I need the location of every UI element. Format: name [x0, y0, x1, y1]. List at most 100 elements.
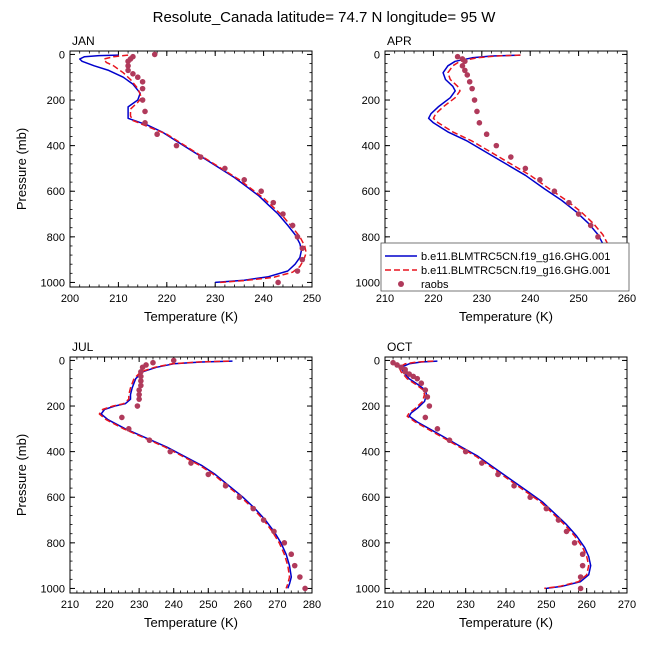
series-model-solid-line	[400, 360, 592, 590]
series-raobs	[390, 359, 586, 592]
x-tick-label: 240	[254, 293, 272, 305]
raobs-point	[508, 154, 514, 160]
raobs-point	[139, 85, 146, 92]
y-tick-label: 600	[362, 492, 380, 504]
raobs-point	[422, 414, 429, 421]
y-tick-label: 0	[374, 355, 380, 367]
raobs-point	[222, 483, 229, 489]
raobs-point	[418, 380, 425, 387]
x-tick-label: 230	[206, 293, 224, 305]
raobs-point	[170, 357, 177, 364]
plot-frame	[384, 356, 628, 594]
raobs-point	[464, 72, 471, 78]
raobs-point	[197, 154, 204, 160]
panel-title: JUL	[72, 340, 94, 354]
raobs-point	[454, 53, 461, 60]
legend-label: b.e11.BLMTRC5CN.f19_g16.GHG.001	[421, 251, 610, 263]
raobs-point	[587, 222, 594, 229]
x-tick-label: 230	[130, 599, 148, 611]
y-tick-label: 0	[59, 355, 65, 367]
figure-title: Resolute_Canada latitude= 74.7 N longitu…	[153, 9, 497, 26]
series-raobs	[119, 357, 308, 592]
raobs-point	[483, 131, 490, 138]
x-tick-label: 220	[95, 599, 113, 611]
panel-title: OCT	[387, 340, 413, 354]
x-tick-label: 270	[268, 599, 286, 611]
y-tick-label: 200	[362, 401, 380, 413]
raobs-point	[299, 256, 306, 263]
raobs-point	[241, 177, 248, 183]
raobs-point	[173, 142, 180, 149]
x-tick-label: 210	[61, 599, 79, 611]
plot-frame	[69, 50, 313, 288]
x-tick-label: 240	[165, 599, 183, 611]
y-tick-label: 200	[47, 401, 65, 413]
panel-jul: JUL 210 220 230 240 250 260 270 280 0 200 400 600 800…	[14, 340, 321, 630]
y-tick-label: 1000	[41, 583, 65, 595]
raobs-point	[566, 199, 572, 206]
raobs-point	[136, 396, 142, 402]
raobs-point	[527, 494, 533, 501]
raobs-point	[139, 78, 146, 85]
raobs-point	[577, 585, 584, 592]
x-axis-label: Temperature (K)	[144, 309, 238, 324]
raobs-point	[579, 551, 586, 558]
raobs-point	[297, 574, 303, 580]
raobs-point	[271, 528, 277, 535]
y-tick-label: 0	[374, 49, 380, 61]
raobs-point	[288, 551, 295, 558]
raobs-point	[138, 373, 144, 380]
series-model-dashed-line	[103, 54, 307, 284]
panel-title: APR	[387, 34, 412, 48]
y-tick-label: 800	[47, 538, 65, 550]
y-tick-label: 800	[362, 232, 380, 244]
y-axis-label: Pressure (mb)	[14, 434, 29, 516]
raobs-point	[270, 199, 277, 206]
legend: b.e11.BLMTRC5CN.f19_g16.GHG.001 b.e11.BLM…	[380, 242, 630, 292]
raobs-point	[151, 51, 158, 58]
legend-label: raobs	[421, 279, 449, 291]
raobs-point	[575, 211, 582, 217]
raobs-point	[280, 211, 286, 217]
x-tick-label: 230	[473, 293, 491, 305]
y-axis-label: Pressure (mb)	[14, 128, 29, 210]
raobs-point	[205, 471, 212, 478]
raobs-point	[146, 437, 153, 444]
x-tick-label: 240	[497, 599, 515, 611]
raobs-point	[125, 58, 131, 65]
raobs-point	[459, 63, 466, 69]
raobs-point	[495, 471, 501, 478]
raobs-point	[136, 387, 142, 393]
raobs-point	[579, 562, 586, 569]
y-tick-label: 600	[47, 492, 65, 504]
raobs-point	[138, 382, 144, 389]
raobs-point	[577, 574, 584, 580]
raobs-point	[511, 483, 517, 489]
raobs-point	[422, 387, 429, 393]
raobs-point	[154, 131, 160, 138]
x-tick-label: 220	[416, 599, 434, 611]
raobs-point	[291, 562, 298, 569]
series-model-dashed-line	[398, 360, 590, 590]
raobs-point	[466, 78, 473, 85]
raobs-point	[167, 448, 174, 455]
raobs-point	[294, 234, 301, 240]
x-tick-label: 220	[424, 293, 442, 305]
raobs-point	[479, 460, 485, 466]
panel-title: JAN	[72, 34, 95, 48]
raobs-point	[493, 142, 500, 149]
x-axis-label: Temperature (K)	[144, 615, 238, 630]
series-model-solid-line	[100, 360, 293, 589]
raobs-point	[294, 268, 301, 274]
raobs-point	[414, 375, 421, 382]
panel-jan: JAN 200 210 220 230 240 250 0 200 400 600 800 1000 Te…	[14, 34, 321, 324]
x-tick-label: 220	[158, 293, 176, 305]
y-tick-label: 400	[362, 141, 380, 153]
raobs-point	[571, 540, 578, 546]
legend-label: b.e11.BLMTRC5CN.f19_g16.GHG.001	[421, 265, 610, 277]
raobs-point	[476, 120, 483, 126]
x-tick-label: 260	[618, 293, 636, 305]
y-tick-label: 200	[362, 95, 380, 107]
x-tick-label: 250	[537, 599, 555, 611]
